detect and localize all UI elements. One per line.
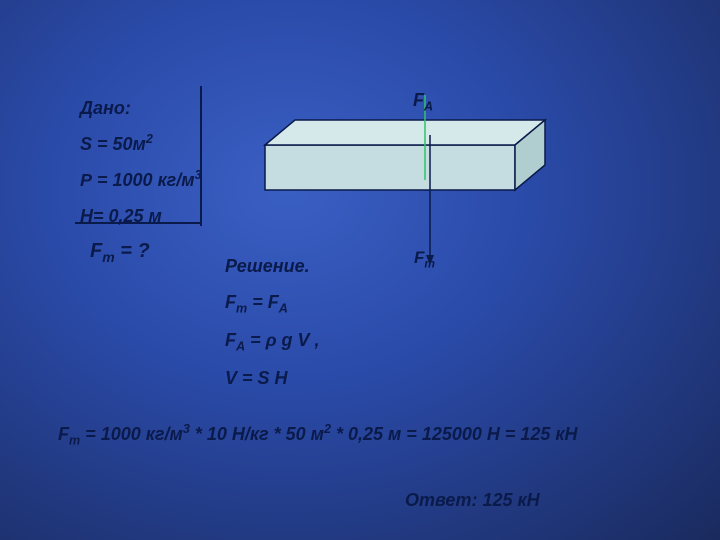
solution-line1: Fт = FА bbox=[225, 284, 320, 322]
solution-block: Решение. Fт = FА FА = ρ g V , V = S H bbox=[225, 248, 320, 396]
horizontal-divider bbox=[75, 222, 200, 224]
calculation-line: Fт = 1000 кг/м3 * 10 Н/кг * 50 м2 * 0,25… bbox=[58, 422, 578, 448]
solution-line3: V = S H bbox=[225, 360, 320, 396]
answer-line: Ответ: 125 кН bbox=[405, 490, 540, 511]
given-h: H= 0,25 м bbox=[80, 198, 202, 234]
force-archimedes-label: FА bbox=[413, 90, 433, 114]
vertical-divider bbox=[200, 86, 202, 226]
given-rho: Ρ = 1000 кг/м3 bbox=[80, 162, 202, 198]
given-title: Дано: bbox=[80, 90, 202, 126]
find-block: Fт = ? bbox=[90, 240, 150, 265]
force-gravity-label: Fт bbox=[414, 248, 435, 270]
given-s: S = 50м2 bbox=[80, 126, 202, 162]
given-block: Дано: S = 50м2 Ρ = 1000 кг/м3 H= 0,25 м bbox=[80, 90, 202, 234]
solution-line2: FА = ρ g V , bbox=[225, 322, 320, 360]
solution-title: Решение. bbox=[225, 248, 320, 284]
